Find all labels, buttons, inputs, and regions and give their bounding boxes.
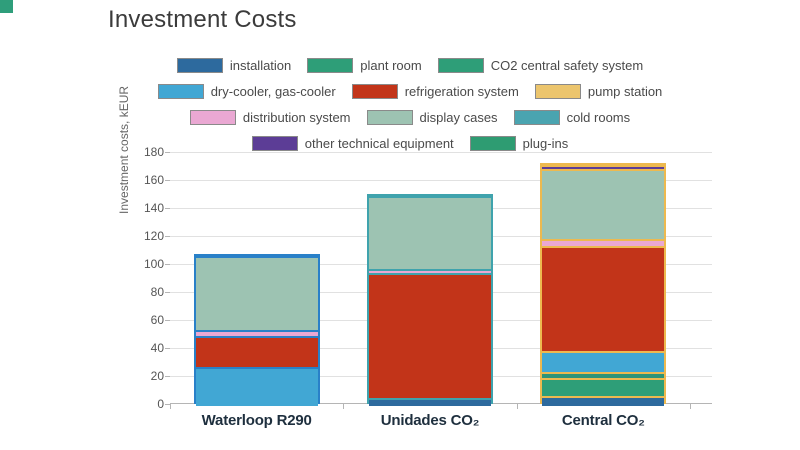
y-tick-mark [165, 376, 170, 377]
chart-title: Investment Costs [108, 6, 297, 33]
legend-item-cold-rooms: cold rooms [513, 109, 631, 125]
legend-item-plug-ins: plug-ins [469, 135, 569, 151]
gridline-160 [170, 180, 712, 181]
x-tick-mark [343, 404, 345, 409]
category-label-waterloop-r290: Waterloop R290 [201, 412, 312, 429]
y-tick-label-80: 80 [150, 285, 164, 299]
bar-segment-display-cases [369, 196, 491, 269]
legend-swatch-dry-cooler-gas-cooler [157, 83, 204, 99]
legend-label: installation [229, 57, 292, 73]
y-tick-label-120: 120 [143, 229, 164, 243]
legend-swatch-pump-station [534, 83, 581, 99]
legend-swatch-plant-room [307, 57, 354, 73]
bar-segment-distribution-system [195, 330, 318, 336]
legend-item-refrigeration-system: refrigeration system [351, 83, 519, 99]
bar-segment-dry-cooler-gas-cooler [542, 351, 665, 373]
y-tick-label-60: 60 [150, 313, 164, 327]
legend-item-installation: installation [176, 57, 292, 73]
legend-item-display-cases: display cases [366, 109, 498, 125]
legend-label: pump station [587, 83, 663, 99]
bar-segment-other-technical-equipment [542, 164, 665, 170]
x-tick-mark [690, 404, 691, 409]
y-tick-mark [165, 292, 170, 293]
legend-item-other-technical-equipment: other technical equipment [251, 135, 454, 151]
legend-label: distribution system [242, 109, 351, 125]
legend-row-1: installation plant room CO2 central safety… [176, 52, 644, 78]
legend-label: refrigeration system [404, 83, 519, 99]
legend-label: plant room [360, 57, 422, 73]
y-tick-label-180: 180 [143, 145, 164, 159]
y-tick-label-40: 40 [150, 341, 164, 355]
corner-accent [0, 0, 13, 13]
bar-segment-distribution-system [542, 239, 665, 247]
legend-label: display cases [419, 109, 498, 125]
y-tick-mark [165, 208, 170, 209]
y-tick-label-20: 20 [150, 369, 164, 383]
chart-legend: installation plant room CO2 central safety… [110, 52, 710, 156]
y-tick-mark [165, 152, 170, 153]
legend-item-plant-room: plant room [307, 57, 422, 73]
legend-label: dry-cooler, gas-cooler [210, 83, 336, 99]
legend-item-distribution-system: distribution system [189, 109, 351, 125]
legend-label: plug-ins [522, 135, 569, 151]
bar-central-co [540, 162, 667, 406]
y-tick-label-140: 140 [143, 201, 164, 215]
legend-row-4: other technical equipment plug-ins [251, 130, 569, 156]
legend-swatch-display-cases [366, 109, 413, 125]
legend-item-pump-station: pump station [534, 83, 663, 99]
legend-label: cold rooms [566, 109, 631, 125]
legend-swatch-plug-ins [469, 135, 516, 151]
bar-segment-refrigeration-system [195, 335, 318, 367]
bar-segment-distribution-system [369, 268, 491, 273]
y-tick-mark [165, 348, 170, 349]
x-tick-mark [516, 404, 518, 409]
bar-waterloop-r290 [193, 254, 320, 406]
y-tick-mark [165, 264, 170, 265]
bar-segment-dry-cooler-gas-cooler [195, 366, 318, 406]
bar-segment-refrigeration-system [369, 272, 491, 398]
legend-swatch-distribution-system [189, 109, 236, 125]
y-tick-label-0: 0 [157, 397, 164, 411]
legend-swatch-cold-rooms [513, 109, 560, 125]
legend-swatch-co2-central-safety-system [437, 57, 484, 73]
legend-swatch-other-technical-equipment [251, 135, 298, 151]
y-tick-label-160: 160 [143, 173, 164, 187]
bar-segment-co2-central-safety-system [542, 372, 665, 378]
y-tick-mark [165, 320, 170, 321]
plot-area [170, 152, 712, 406]
bar-segment-installation [542, 396, 665, 406]
category-label-unidades-co: Unidades CO₂ [380, 412, 480, 429]
bar-segment-display-cases [542, 169, 665, 240]
legend-item-dry-cooler-gas-cooler: dry-cooler, gas-cooler [157, 83, 336, 99]
bar-segment-plant-room [542, 377, 665, 397]
legend-item-co2-central-safety-system: CO2 central safety system [437, 57, 644, 73]
y-tick-mark [165, 180, 170, 181]
legend-swatch-installation [176, 57, 223, 73]
y-tick-label-100: 100 [143, 257, 164, 271]
bar-unidades-co [367, 194, 493, 406]
legend-row-3: distribution system display cases cold roo… [189, 104, 631, 130]
y-tick-mark [165, 236, 170, 237]
legend-swatch-refrigeration-system [351, 83, 398, 99]
gridline-180 [170, 152, 712, 153]
y-tick-mark [165, 404, 170, 405]
bar-segment-display-cases [195, 256, 318, 331]
legend-row-2: dry-cooler, gas-cooler refrigeration syst… [157, 78, 663, 104]
bar-segment-refrigeration-system [542, 246, 665, 352]
x-tick-mark [170, 404, 171, 409]
legend-label: other technical equipment [304, 135, 454, 151]
category-label-central-co: Central CO₂ [561, 412, 645, 429]
legend-label: CO2 central safety system [490, 57, 644, 73]
bar-segment-installation [369, 397, 491, 406]
